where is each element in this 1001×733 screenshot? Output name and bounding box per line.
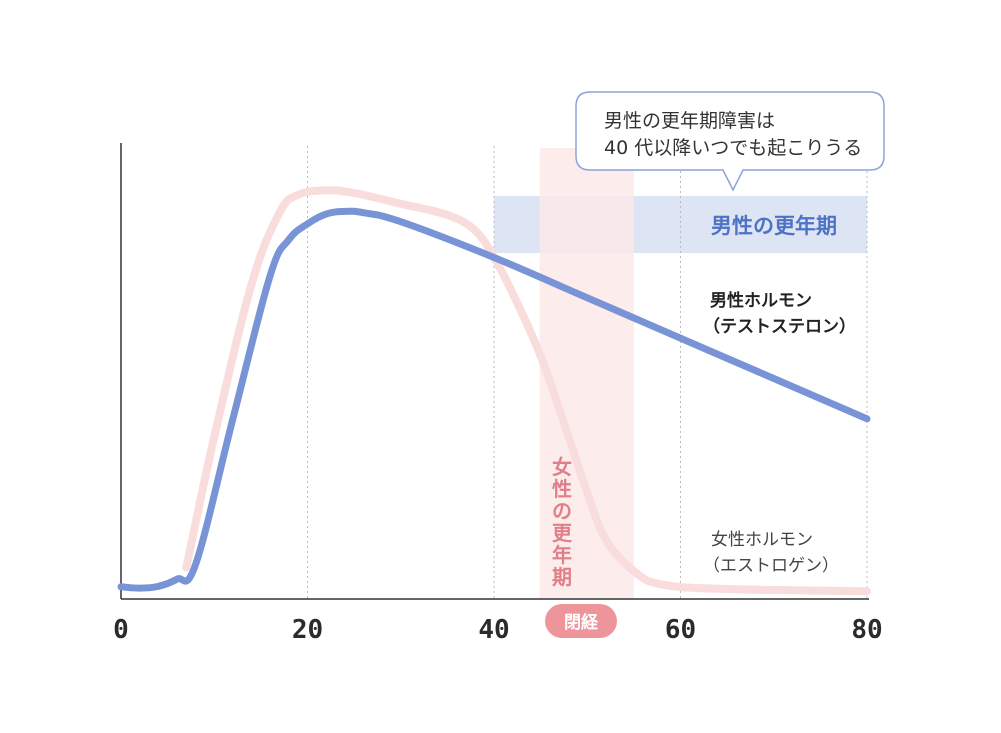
x-tick-label: 20: [292, 615, 323, 645]
x-tick-label: 80: [851, 615, 882, 645]
female-hormone-label-2: （エストロゲン）: [703, 556, 839, 576]
female-band-char: 更: [552, 521, 573, 545]
female-band-char: の: [552, 499, 572, 523]
menopause-badge: 閉経: [545, 604, 617, 638]
female-menopause-band: [539, 148, 634, 598]
female-hormone-label-1: 女性ホルモン: [711, 530, 813, 550]
menopause-badge-bg: [545, 604, 617, 638]
male-menopause-label: 男性の更年期: [711, 214, 837, 238]
male-hormone-line: [117, 207, 871, 592]
callout-line-2: 40 代以降いつでも起こりうる: [604, 137, 862, 159]
x-tick-labels: 0 20 40 60 80: [113, 615, 882, 645]
female-band-char: 女: [552, 455, 572, 479]
female-hormone-line: [182, 186, 871, 596]
female-band-char: 性: [552, 477, 572, 501]
menopause-badge-label: 閉経: [564, 612, 599, 633]
female-band-char: 年: [552, 543, 572, 567]
male-hormone-label-2: （テストステロン）: [703, 316, 856, 337]
callout-line-1: 男性の更年期障害は: [604, 110, 775, 132]
callout-bubble: 男性の更年期障害は 40 代以降いつでも起こりうる: [575, 91, 885, 192]
x-tick-label: 0: [113, 615, 129, 645]
x-tick-label: 60: [665, 615, 696, 645]
male-hormone-label-1: 男性ホルモン: [710, 290, 812, 311]
female-band-char: 期: [552, 565, 572, 589]
x-tick-label: 40: [478, 615, 509, 645]
callout-shape: [575, 91, 885, 192]
